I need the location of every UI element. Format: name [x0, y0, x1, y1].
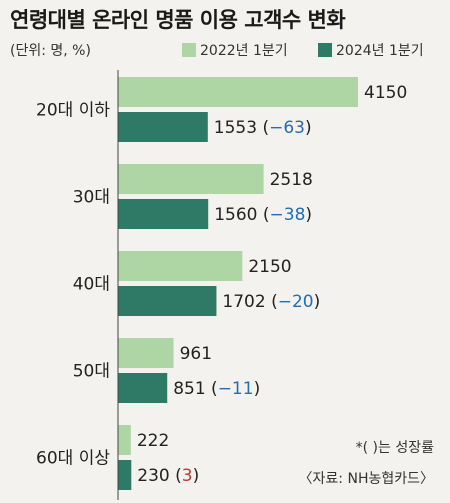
value-label-2024: 1702 (−20): [222, 292, 320, 312]
bar-2022: [118, 77, 358, 107]
legend-item-2022: 2022년 1분기: [182, 40, 288, 60]
value-label-2024: 851 (−11): [173, 379, 260, 399]
value-label-2022: 4150: [364, 83, 407, 103]
value-label-2022: 222: [137, 431, 169, 451]
bar-2024: [118, 112, 208, 142]
chart-title: 연령대별 온라인 명품 이용 고객수 변화: [10, 8, 346, 32]
value-label-2024: 230 (3): [137, 466, 199, 486]
bar-2024: [118, 286, 217, 316]
legend-swatch-2024: [318, 43, 332, 57]
bar-2022: [118, 251, 243, 281]
bar-2022: [118, 338, 174, 368]
bar-2022: [118, 164, 264, 194]
category-label: 60대 이상: [36, 449, 110, 469]
legend-label-2022: 2022년 1분기: [200, 43, 288, 59]
value-label-2022: 961: [180, 344, 212, 364]
bar-2022: [118, 425, 131, 455]
category-label: 20대 이하: [36, 101, 110, 121]
category-label: 50대: [73, 362, 110, 382]
unit-label: (단위: 명, %): [10, 43, 91, 59]
category-label: 30대: [73, 188, 110, 208]
legend-item-2024: 2024년 1분기: [318, 40, 424, 60]
legend-label-2024: 2024년 1분기: [336, 43, 424, 59]
value-label-2022: 2518: [270, 170, 313, 190]
bar-2024: [118, 460, 132, 490]
value-label-2024: 1560 (−38): [214, 205, 312, 225]
bar-2024: [118, 199, 209, 229]
value-label-2024: 1553 (−63): [214, 118, 312, 138]
growth-note: *( )는 성장률: [355, 440, 434, 456]
category-label: 40대: [73, 275, 110, 295]
source-note: 〈자료: NH농협카드〉: [298, 471, 434, 487]
value-label-2022: 2150: [248, 257, 291, 277]
legend-swatch-2022: [182, 43, 196, 57]
bar-2024: [118, 373, 168, 403]
